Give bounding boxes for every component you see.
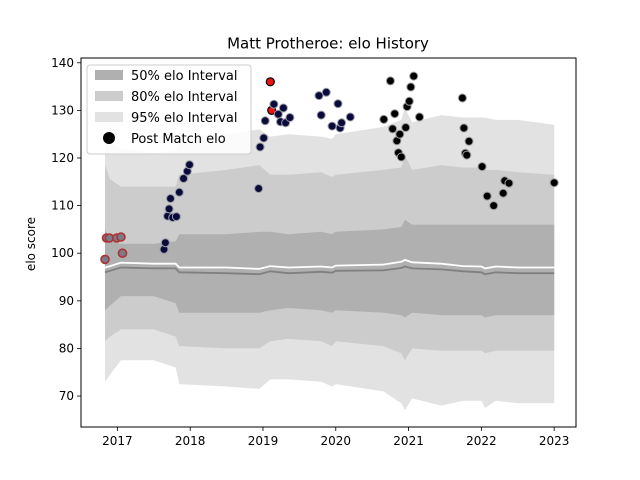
data-point: [269, 99, 279, 109]
data-point: [459, 123, 469, 133]
trend-lines: [104, 258, 555, 276]
x-tick-label: 2018: [175, 434, 206, 448]
y-tick-label: 80: [59, 341, 74, 355]
y-axis-label: elo score: [24, 217, 38, 271]
band-50-interval: [105, 219, 555, 318]
data-point: [345, 112, 355, 122]
data-point: [395, 129, 405, 139]
data-point: [117, 248, 128, 258]
data-point: [327, 121, 337, 131]
x-tick-label: 2021: [393, 434, 424, 448]
data-point: [179, 174, 189, 183]
legend: 50% elo Interval 80% elo Interval 95% el…: [86, 64, 252, 155]
data-point: [337, 118, 347, 128]
y-tick-label: 90: [59, 294, 74, 308]
legend-label-50: 50% elo Interval: [131, 69, 238, 84]
x-tick-label: 2022: [466, 434, 497, 448]
data-point: [504, 178, 514, 188]
data-point: [549, 178, 559, 188]
data-point: [260, 116, 270, 126]
data-point: [100, 254, 110, 265]
legend-marker-points: [103, 132, 115, 144]
median-line: [104, 265, 555, 276]
y-tick-label: 110: [51, 199, 74, 213]
data-point: [285, 113, 295, 122]
y-tick-label: 70: [59, 389, 74, 403]
data-point: [477, 162, 487, 172]
data-point: [316, 110, 326, 120]
data-point: [489, 201, 499, 211]
mean-line: [104, 258, 555, 270]
data-point: [388, 124, 398, 134]
x-tick-label: 2020: [321, 434, 352, 448]
legend-box: [86, 64, 252, 155]
data-point: [185, 160, 194, 170]
data-point: [401, 123, 411, 132]
data-point: [409, 71, 419, 81]
y-tick-label: 130: [51, 103, 74, 117]
data-point: [259, 133, 269, 143]
data-point: [116, 232, 126, 242]
data-point: [174, 187, 184, 197]
data-point: [406, 82, 416, 92]
data-point: [314, 91, 324, 101]
data-point: [498, 188, 508, 198]
data-point: [464, 136, 474, 146]
data-point: [265, 77, 275, 87]
post-match-points: [100, 71, 559, 265]
legend-swatch-50: [95, 70, 123, 80]
y-tick-label: 100: [51, 246, 74, 260]
data-point: [390, 109, 400, 119]
data-point: [255, 142, 265, 152]
data-point: [462, 150, 472, 160]
data-point: [385, 76, 395, 86]
data-point: [171, 212, 181, 222]
legend-label-80: 80% elo Interval: [131, 90, 238, 105]
legend-swatch-95: [95, 112, 123, 122]
x-tick-label: 2017: [102, 434, 133, 448]
data-point: [333, 99, 343, 109]
x-axis: 2017 2018 2019 2020 2021 2022 2023: [102, 427, 569, 448]
data-point: [396, 152, 406, 162]
data-point: [482, 191, 492, 201]
data-point: [254, 184, 264, 193]
legend-label-95: 95% elo Interval: [131, 111, 238, 126]
data-point: [164, 204, 174, 214]
y-tick-label: 140: [51, 56, 74, 70]
plot-frame: [80, 57, 577, 428]
interval-bands: [105, 108, 555, 411]
y-axis: 70 80 90 100 110 120 130 140: [51, 56, 81, 403]
data-point: [321, 87, 331, 97]
data-point: [160, 238, 170, 248]
data-point: [404, 96, 414, 106]
data-point: [278, 103, 288, 113]
y-tick-label: 120: [51, 151, 74, 165]
data-point: [457, 93, 467, 103]
x-tick-label: 2019: [248, 434, 279, 448]
data-point: [379, 114, 389, 124]
chart-title: Matt Protheroe: elo History: [227, 35, 429, 53]
legend-label-points: Post Match elo: [131, 132, 226, 147]
data-point: [166, 194, 175, 203]
legend-swatch-80: [95, 91, 123, 101]
x-tick-label: 2023: [539, 434, 570, 448]
data-point: [415, 112, 424, 122]
